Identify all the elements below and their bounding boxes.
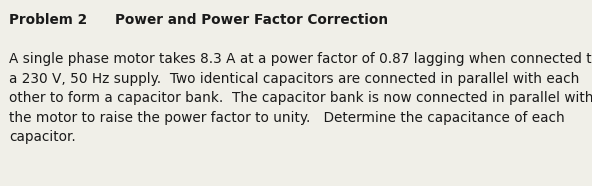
Text: Problem 2: Problem 2 bbox=[9, 13, 87, 27]
Text: Power and Power Factor Correction: Power and Power Factor Correction bbox=[115, 13, 388, 27]
Text: A single phase motor takes 8.3 A at a power factor of 0.87 lagging when connecte: A single phase motor takes 8.3 A at a po… bbox=[9, 52, 592, 144]
